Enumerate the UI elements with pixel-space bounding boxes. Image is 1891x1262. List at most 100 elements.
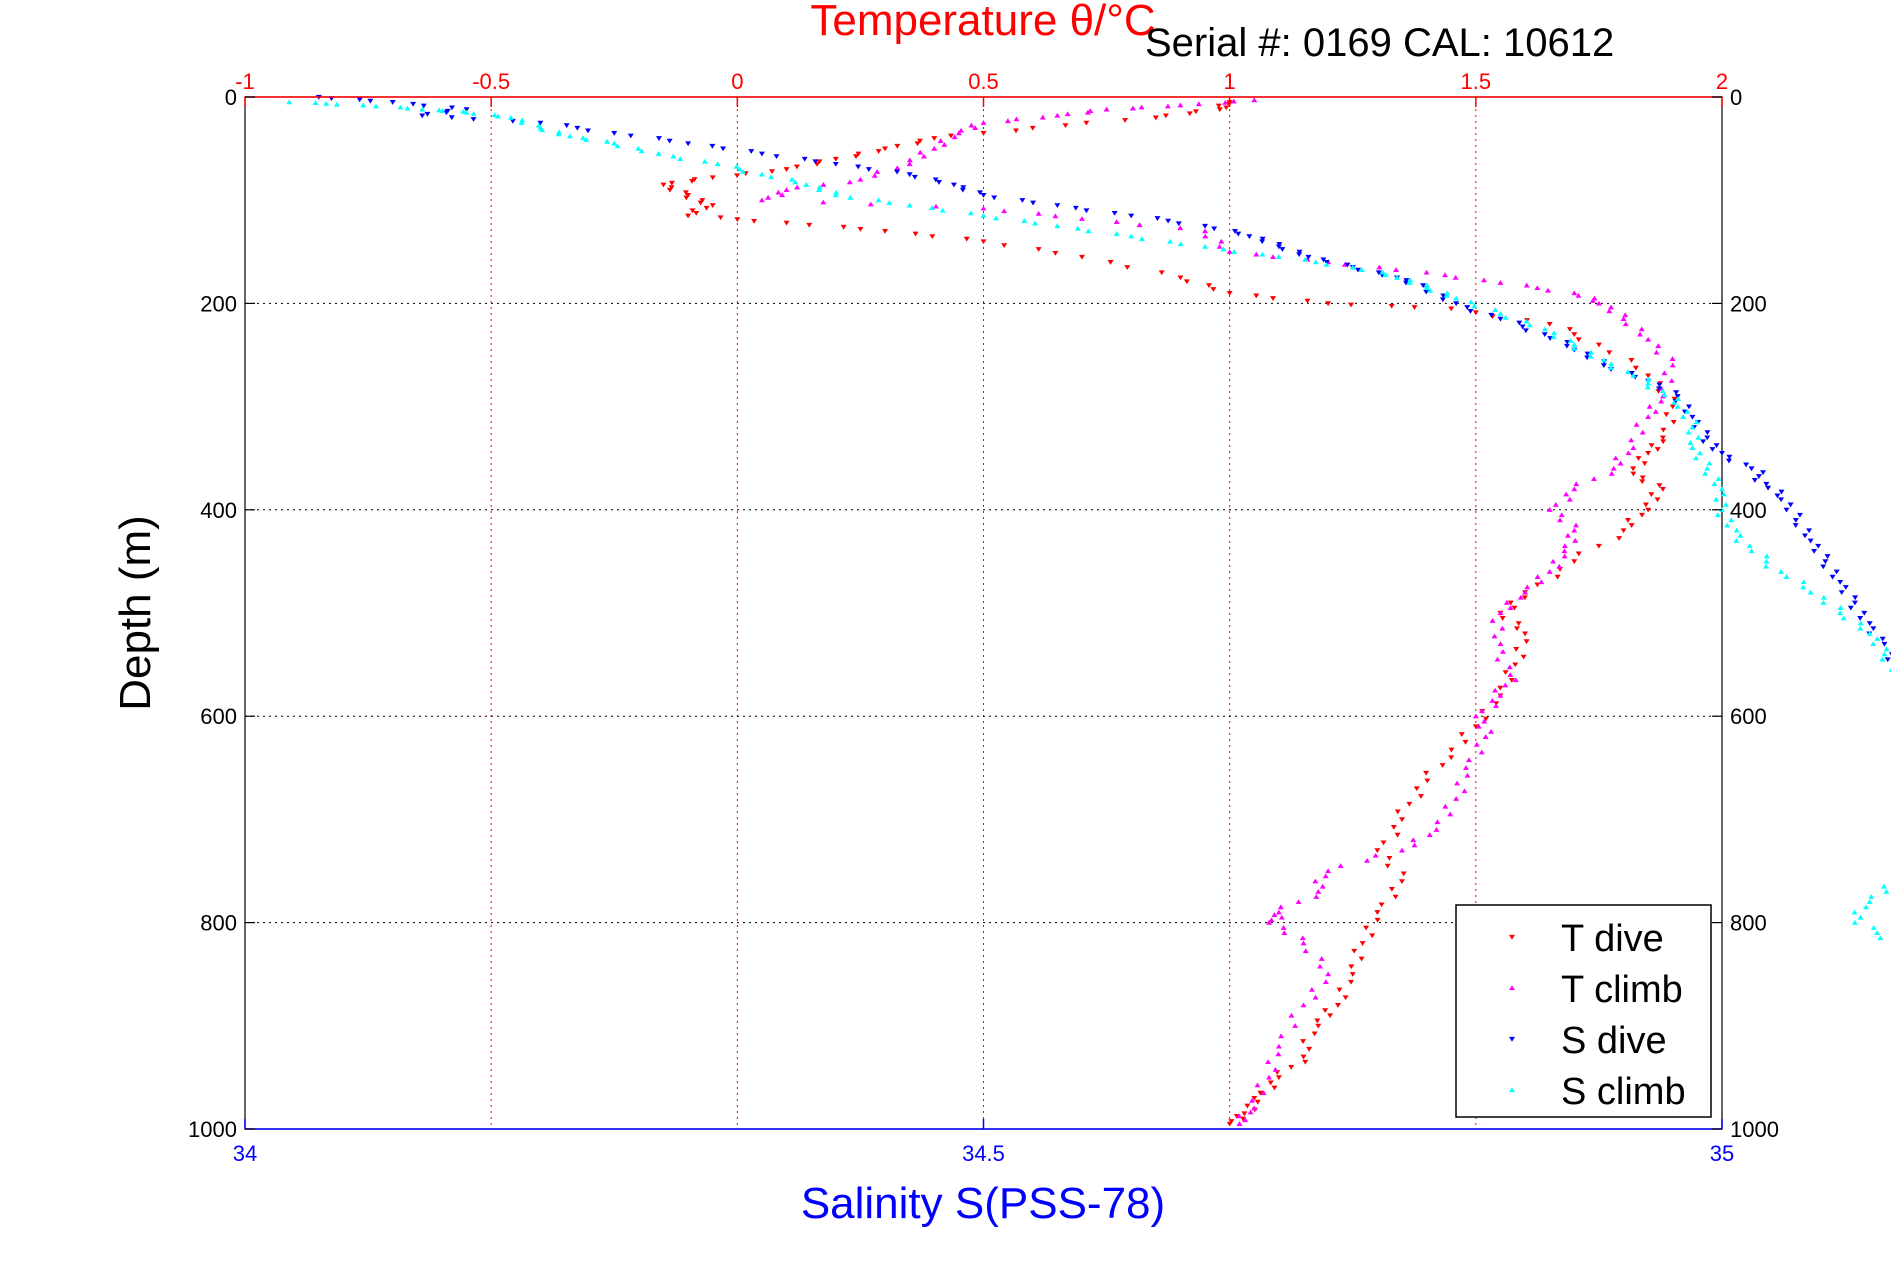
depth-tick-label-right: 600: [1730, 704, 1767, 729]
data-point: [1851, 919, 1858, 925]
data-point: [563, 123, 570, 129]
data-point: [1078, 216, 1085, 221]
data-point: [518, 120, 525, 125]
temperature-tick-label: 2: [1716, 69, 1728, 94]
data-point: [1499, 649, 1506, 654]
data-point: [1439, 297, 1446, 303]
data-point: [1661, 370, 1668, 376]
data-point: [1654, 497, 1661, 503]
data-point: [1398, 817, 1405, 823]
data-point: [1546, 321, 1553, 327]
legend-label: T climb: [1561, 969, 1683, 1011]
data-point: [604, 138, 611, 144]
data-point: [1866, 630, 1873, 636]
data-point: [1230, 98, 1237, 104]
data-point: [1639, 429, 1646, 435]
data-point: [1760, 470, 1767, 476]
data-point: [1216, 107, 1223, 113]
data-point: [1158, 270, 1165, 276]
data-point: [1288, 1012, 1295, 1018]
data-point: [1815, 543, 1822, 549]
data-point: [1265, 1059, 1272, 1065]
data-point: [1312, 878, 1319, 884]
data-point: [1478, 708, 1485, 714]
data-point: [960, 185, 967, 190]
data-point: [1113, 219, 1120, 224]
data-point: [1394, 832, 1401, 838]
data-point: [1411, 842, 1418, 848]
data-point: [1567, 338, 1574, 343]
data-point: [1645, 373, 1652, 379]
data-point: [1128, 233, 1135, 239]
data-point: [1226, 290, 1233, 296]
data-point: [1507, 605, 1514, 610]
data-point: [1607, 365, 1614, 370]
data-point: [875, 197, 882, 203]
data-point: [1403, 278, 1410, 283]
data-point: [939, 207, 946, 213]
data-point: [1630, 445, 1637, 450]
data-point: [1236, 1113, 1243, 1119]
legend-swatch: [1509, 1087, 1515, 1093]
data-point: [1508, 677, 1515, 683]
series-t-dive: [660, 100, 1678, 1127]
data-point: [1857, 625, 1864, 631]
data-point: [1625, 450, 1632, 456]
data-point: [906, 157, 913, 163]
data-point: [1364, 857, 1371, 863]
data-point: [1748, 466, 1755, 472]
data-point: [1473, 741, 1480, 747]
data-point: [1806, 528, 1813, 534]
data-point: [932, 203, 939, 209]
data-point: [717, 215, 724, 221]
data-point: [1517, 594, 1524, 600]
data-point: [1276, 241, 1283, 247]
data-point: [1837, 579, 1844, 585]
data-point: [1292, 1023, 1299, 1028]
data-point: [1838, 590, 1845, 596]
data-point: [1608, 470, 1615, 476]
data-point: [1590, 476, 1597, 481]
data-point: [584, 128, 591, 134]
data-point: [847, 194, 854, 200]
data-point: [1226, 1121, 1233, 1127]
data-point: [1673, 390, 1680, 396]
depth-tick-label-right: 800: [1730, 911, 1767, 936]
data-point: [583, 137, 590, 142]
data-point: [693, 211, 700, 216]
data-point: [519, 117, 526, 123]
data-point: [1762, 563, 1769, 569]
data-point: [1348, 964, 1355, 970]
data-point: [1280, 925, 1287, 930]
data-point: [1700, 439, 1707, 445]
data-point: [448, 105, 455, 111]
salinity-tick-label: 34: [233, 1141, 257, 1166]
data-point: [1493, 703, 1500, 708]
data-point: [448, 115, 455, 121]
data-point: [1175, 221, 1182, 227]
data-point: [1571, 290, 1578, 296]
data-point: [1870, 641, 1877, 647]
data-point: [1325, 868, 1332, 874]
data-point: [1807, 589, 1814, 595]
data-point: [1520, 654, 1527, 660]
data-point: [1192, 109, 1199, 115]
temperature-tick-label: 0: [731, 69, 743, 94]
data-point: [1630, 466, 1637, 472]
data-point: [1659, 388, 1666, 394]
data-point: [1164, 103, 1171, 109]
data-point: [703, 205, 710, 211]
data-point: [1398, 879, 1405, 885]
data-point: [1247, 1109, 1254, 1115]
data-point: [1733, 527, 1740, 533]
data-point: [1277, 904, 1284, 910]
data-point: [1612, 455, 1619, 461]
data-point: [1595, 543, 1602, 549]
data-point: [668, 185, 675, 190]
data-point: [1507, 600, 1514, 606]
data-point: [1317, 963, 1324, 969]
data-point: [1658, 398, 1665, 404]
data-point: [1551, 330, 1558, 336]
data-point: [792, 179, 799, 185]
data-point: [1837, 610, 1844, 616]
